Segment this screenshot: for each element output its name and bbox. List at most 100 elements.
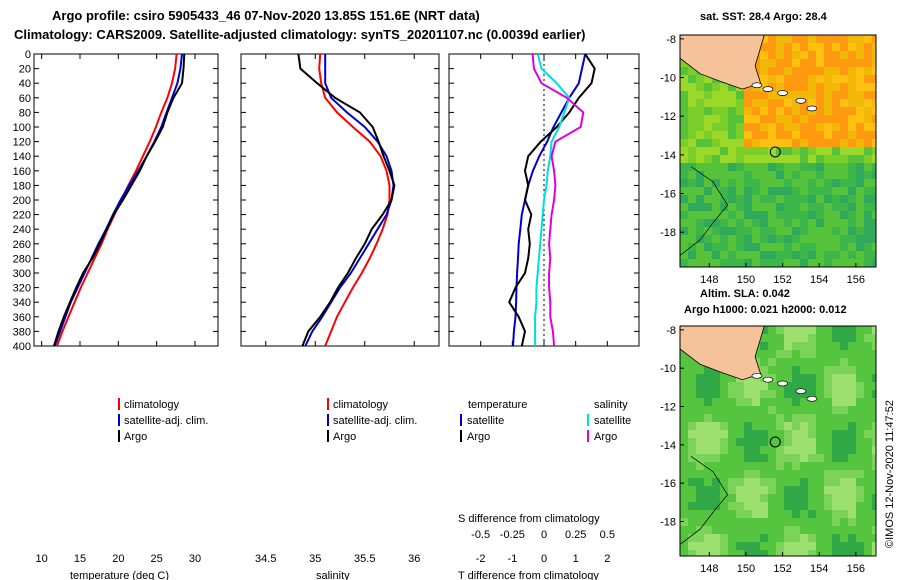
- map-cell: [744, 510, 752, 518]
- map-cell: [808, 350, 816, 358]
- map-cell: [760, 235, 768, 243]
- map-cell: [680, 139, 688, 147]
- map-cell: [816, 51, 824, 59]
- map-cell: [864, 139, 872, 147]
- map-cell: [808, 414, 816, 422]
- map-cell: [832, 398, 840, 406]
- map-cell: [792, 454, 800, 462]
- map-cell: [816, 163, 824, 171]
- s-difference-axis-label: S difference from climatology: [458, 513, 600, 525]
- map-cell: [856, 494, 864, 502]
- map-cell: [800, 374, 808, 382]
- map-cell: [848, 163, 856, 171]
- map-cell: [800, 446, 808, 454]
- map-cell: [712, 227, 720, 235]
- map-cell: [752, 390, 760, 398]
- map-cell: [864, 235, 872, 243]
- map-cell: [840, 502, 848, 510]
- map-cell: [728, 502, 736, 510]
- map-cell: [728, 211, 736, 219]
- map-cell: [792, 526, 800, 534]
- map-cell: [760, 139, 768, 147]
- map-cell: [760, 227, 768, 235]
- map-x-tick-label: 148: [700, 563, 718, 575]
- map-cell: [832, 390, 840, 398]
- map-cell: [840, 390, 848, 398]
- map-cell: [760, 219, 768, 227]
- map-cell: [760, 75, 768, 83]
- map-cell: [792, 494, 800, 502]
- series-line-satellite-adj-clim-: [304, 54, 395, 346]
- map-cell: [752, 438, 760, 446]
- map-cell: [696, 195, 704, 203]
- map-cell: [848, 123, 856, 131]
- map-cell: [712, 390, 720, 398]
- map-cell: [736, 131, 744, 139]
- map-cell: [704, 99, 712, 107]
- map-cell: [808, 534, 816, 542]
- x-tick-label: 10: [36, 553, 48, 565]
- map-cell: [856, 59, 864, 67]
- map-cell: [800, 438, 808, 446]
- map-cell: [832, 446, 840, 454]
- map-cell: [696, 422, 704, 430]
- map-cell: [816, 115, 824, 123]
- map-cell: [824, 67, 832, 75]
- map-cell: [744, 243, 752, 251]
- map-cell: [760, 43, 768, 51]
- map-cell: [736, 478, 744, 486]
- map-cell: [808, 123, 816, 131]
- map-cell: [744, 486, 752, 494]
- map-cell: [696, 75, 704, 83]
- map-cell: [680, 195, 688, 203]
- map-cell: [688, 251, 696, 259]
- y-tick-label: 400: [13, 341, 31, 353]
- map-cell: [808, 75, 816, 83]
- map-cell: [720, 187, 728, 195]
- map-cell: [792, 59, 800, 67]
- map-cell: [840, 147, 848, 155]
- map-cell: [832, 470, 840, 478]
- map-cell: [736, 259, 744, 267]
- map-cell: [792, 115, 800, 123]
- map-cell: [824, 494, 832, 502]
- map-cell: [776, 422, 784, 430]
- map-y-tick-label: -16: [660, 189, 676, 201]
- x-tick-label: 1: [573, 553, 579, 565]
- map-cell: [744, 123, 752, 131]
- map-cell: [848, 59, 856, 67]
- map-cell: [872, 131, 876, 139]
- map-cell: [832, 478, 840, 486]
- map-cell: [800, 59, 808, 67]
- map-cell: [808, 83, 816, 91]
- map-cell: [840, 155, 848, 163]
- map-cell: [712, 139, 720, 147]
- map-cell: [800, 502, 808, 510]
- map-cell: [856, 550, 864, 556]
- map-cell: [832, 534, 840, 542]
- map-cell: [744, 155, 752, 163]
- map-cell: [784, 550, 792, 556]
- legend-label-t-satellite: satellite: [467, 415, 504, 427]
- map-cell: [840, 91, 848, 99]
- map-cell: [792, 446, 800, 454]
- map-cell: [720, 155, 728, 163]
- map-cell: [832, 99, 840, 107]
- map-cell: [792, 211, 800, 219]
- map-cell: [808, 195, 816, 203]
- map-x-tick-label: 156: [847, 274, 865, 286]
- map-cell: [736, 398, 744, 406]
- map-cell: [696, 438, 704, 446]
- map-cell: [752, 155, 760, 163]
- sla-map-frame: [679, 325, 877, 557]
- map-cell: [800, 430, 808, 438]
- map-cell: [824, 382, 832, 390]
- map-cell: [864, 259, 872, 267]
- reef-island: [795, 388, 807, 395]
- map-cell: [872, 374, 876, 382]
- map-cell: [784, 35, 792, 43]
- map-cell: [800, 422, 808, 430]
- map-cell: [832, 518, 840, 526]
- map-cell: [800, 243, 808, 251]
